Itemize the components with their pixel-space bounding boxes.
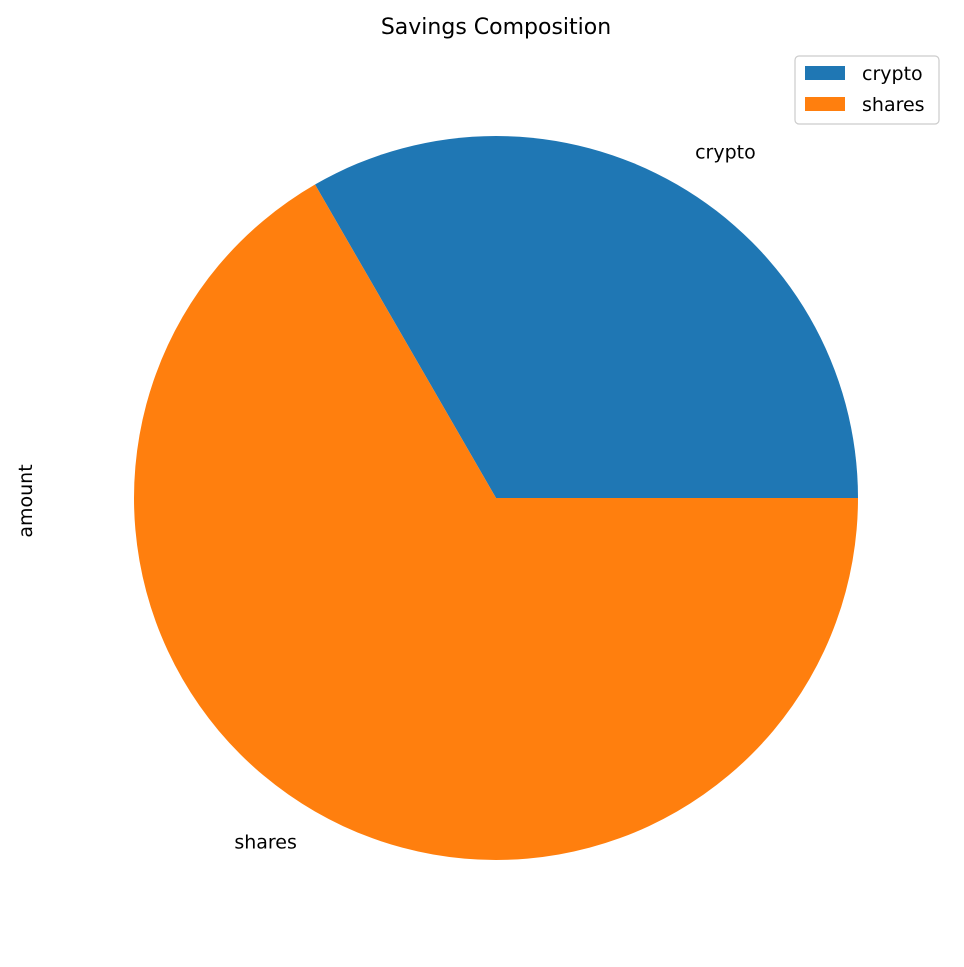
y-axis-label: amount <box>15 464 37 537</box>
legend-swatch-crypto <box>805 66 845 80</box>
slice-label-shares: shares <box>234 831 297 853</box>
pie-slices <box>134 136 859 861</box>
pie-slice-crypto <box>315 136 858 499</box>
pie-slice-labels: crypto shares <box>234 142 755 854</box>
chart-title: Savings Composition <box>381 15 611 40</box>
slice-label-crypto: crypto <box>695 142 756 164</box>
legend-label-crypto: crypto <box>862 63 923 85</box>
legend-label-shares: shares <box>862 94 925 116</box>
legend-swatch-shares <box>805 97 845 111</box>
pie-slice-shares <box>134 184 859 861</box>
legend: crypto shares <box>794 55 940 125</box>
